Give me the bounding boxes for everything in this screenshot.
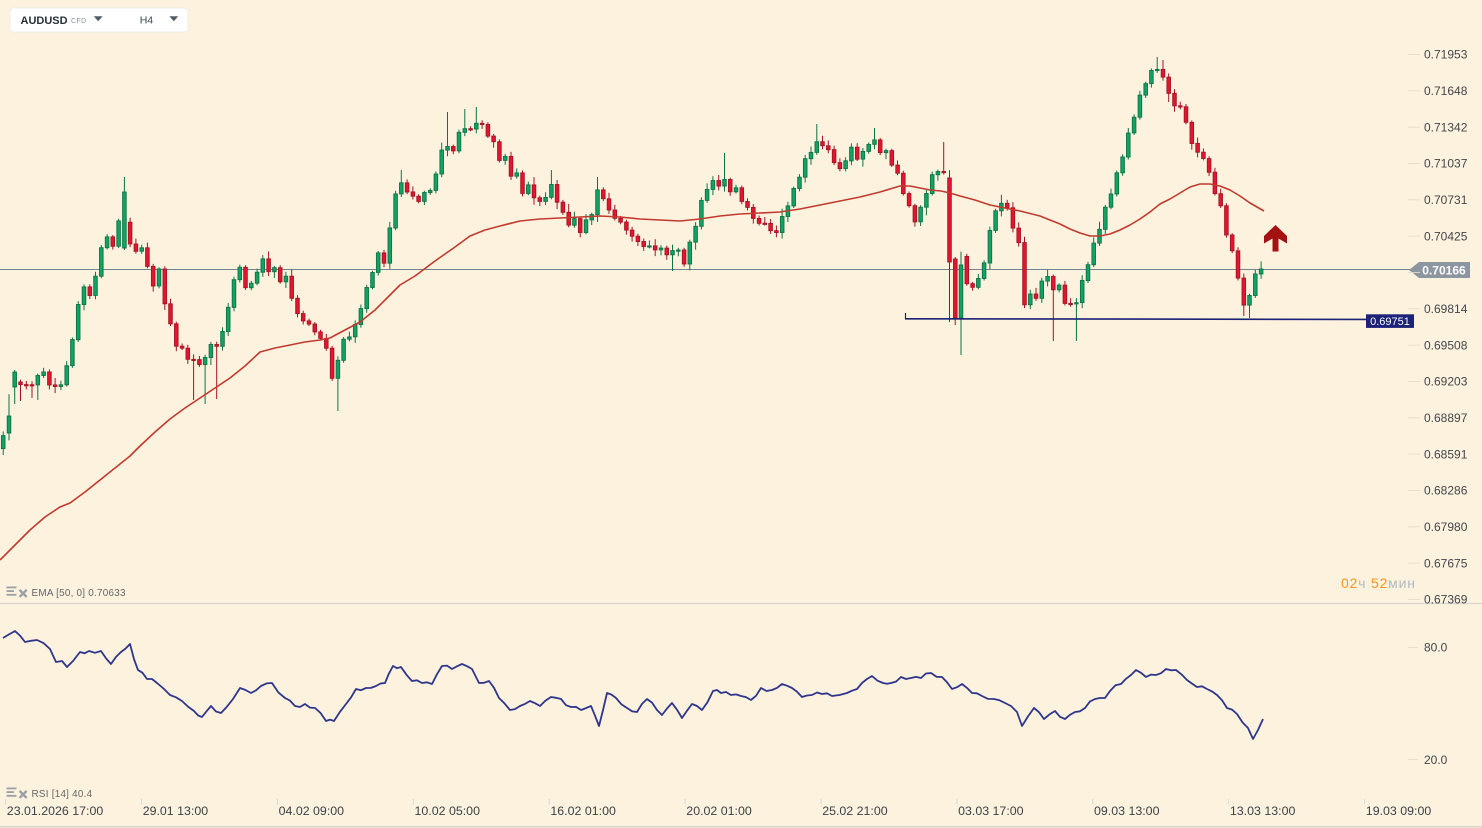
svg-text:02ч 52мин: 02ч 52мин [1341,575,1416,591]
svg-text:0.71037: 0.71037 [1424,157,1468,171]
svg-text:0.67980: 0.67980 [1424,520,1468,534]
svg-text:0.70425: 0.70425 [1424,229,1468,243]
svg-text:80.0: 80.0 [1424,641,1448,655]
svg-text:H4: H4 [140,15,154,27]
svg-text:09.03 13:00: 09.03 13:00 [1094,804,1160,818]
svg-text:29.01 13:00: 29.01 13:00 [143,804,209,818]
svg-text:04.02 09:00: 04.02 09:00 [279,804,345,818]
svg-text:19.03 09:00: 19.03 09:00 [1366,804,1432,818]
svg-text:20.02 01:00: 20.02 01:00 [686,804,752,818]
svg-text:16.02 01:00: 16.02 01:00 [550,804,616,818]
svg-text:23.01.2026 17:00: 23.01.2026 17:00 [7,804,104,818]
svg-text:0.67369: 0.67369 [1424,593,1468,607]
svg-text:AUDUSD: AUDUSD [21,15,68,27]
svg-text:0.67675: 0.67675 [1424,556,1468,570]
svg-text:0.69508: 0.69508 [1424,338,1468,352]
svg-text:0.70731: 0.70731 [1424,193,1468,207]
svg-text:25.02 21:00: 25.02 21:00 [822,804,888,818]
svg-text:0.71953: 0.71953 [1424,48,1468,62]
svg-text:0.70166: 0.70166 [1422,264,1466,278]
svg-text:RSI [14] 40.4: RSI [14] 40.4 [32,789,93,800]
svg-text:EMA [50, 0] 0.70633: EMA [50, 0] 0.70633 [32,588,126,599]
svg-text:0.69751: 0.69751 [1370,316,1410,328]
svg-text:10.02 05:00: 10.02 05:00 [415,804,481,818]
svg-text:0.68897: 0.68897 [1424,411,1468,425]
svg-text:CFD: CFD [71,18,87,25]
svg-text:0.69203: 0.69203 [1424,375,1468,389]
svg-text:0.71342: 0.71342 [1424,120,1468,134]
svg-text:13.03 13:00: 13.03 13:00 [1230,804,1296,818]
svg-text:03.03 17:00: 03.03 17:00 [958,804,1024,818]
svg-text:0.68286: 0.68286 [1424,484,1468,498]
svg-text:0.68591: 0.68591 [1424,447,1468,461]
svg-text:0.69814: 0.69814 [1424,302,1468,316]
svg-text:20.0: 20.0 [1424,753,1448,767]
svg-text:0.71648: 0.71648 [1424,84,1468,98]
